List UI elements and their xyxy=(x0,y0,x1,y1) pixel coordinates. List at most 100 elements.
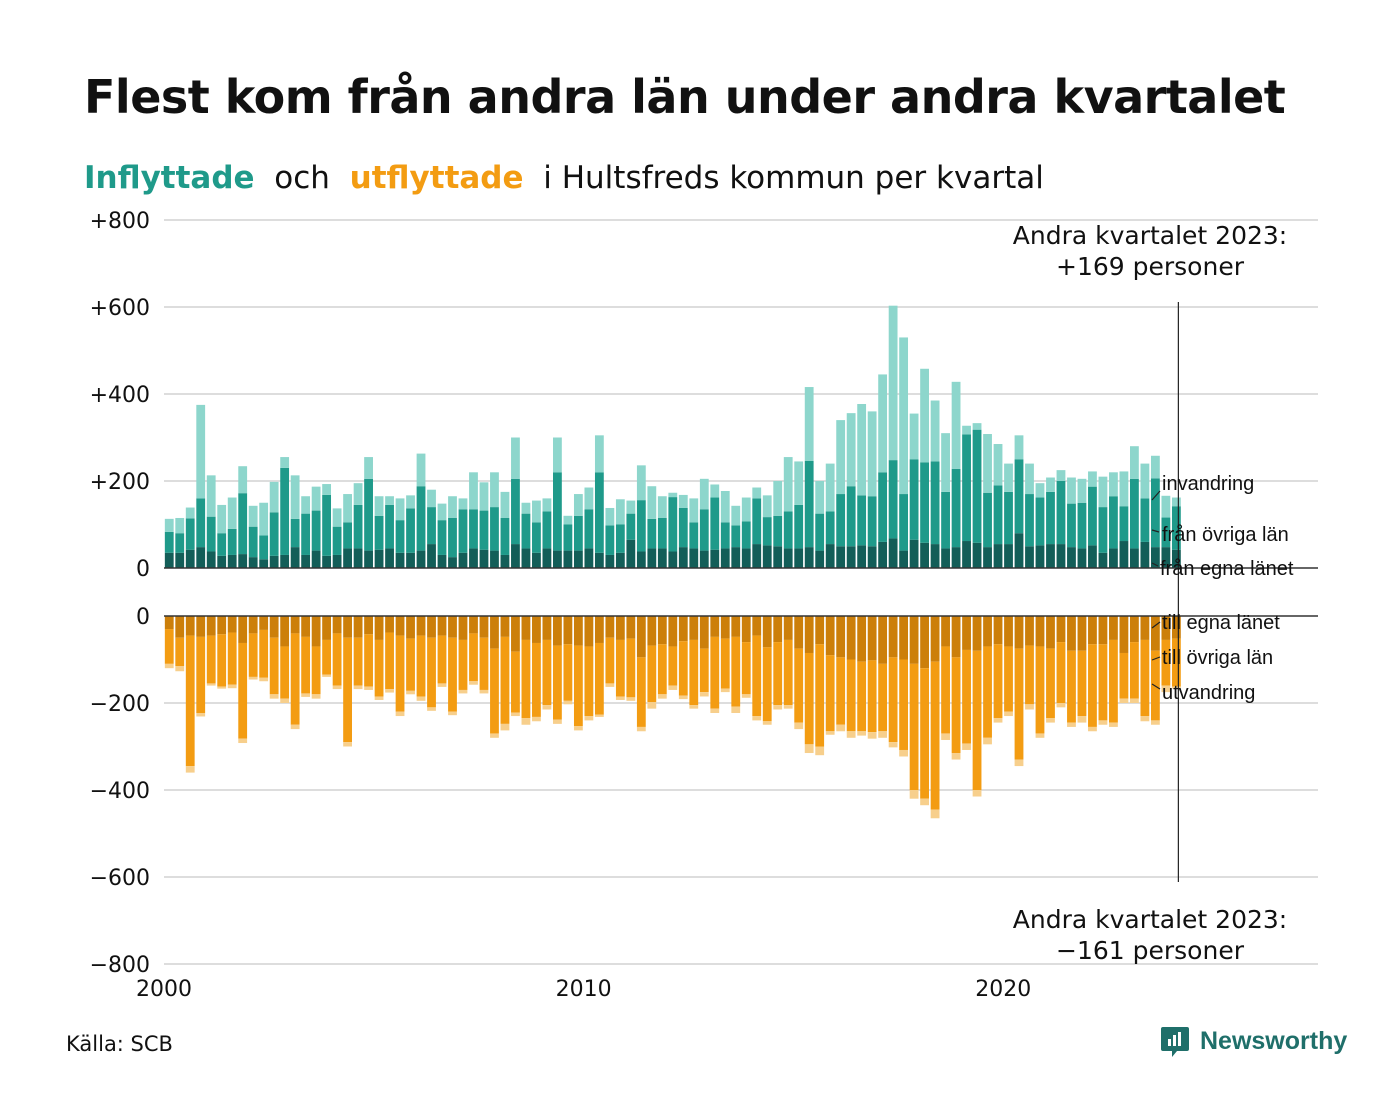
bar-out-utvandring xyxy=(511,712,520,717)
bar-out-egna xyxy=(878,616,888,664)
bar-in-invandring xyxy=(227,497,237,529)
y-tick-label-lower: −400 xyxy=(90,779,150,804)
bar-out-egna xyxy=(846,616,856,660)
bar-out-utvandring xyxy=(406,690,415,695)
bar-in-invandring xyxy=(699,478,709,510)
series-label-leader xyxy=(1151,529,1160,533)
bar-in-invandring xyxy=(626,500,636,514)
bar-in-egna xyxy=(248,557,258,569)
bar-out-egna xyxy=(1025,616,1034,646)
bar-in-invandring xyxy=(594,435,604,473)
bar-out-egna xyxy=(720,616,730,639)
bar-out-utvandring xyxy=(741,694,751,698)
bar-in-invandring xyxy=(983,434,992,493)
bar-out-utvandring xyxy=(899,749,909,757)
bar-in-ovriga xyxy=(857,495,867,546)
bar-out-egna xyxy=(427,616,436,638)
bar-in-ovriga xyxy=(280,467,290,555)
bar-in-invandring xyxy=(920,368,929,463)
bar-in-invandring xyxy=(867,411,877,497)
bar-out-ovriga xyxy=(1171,638,1181,687)
bar-out-ovriga xyxy=(269,637,279,695)
bar-in-egna xyxy=(647,548,657,568)
bar-out-utvandring xyxy=(951,753,961,760)
bar-in-invandring xyxy=(563,515,573,525)
bar-in-egna xyxy=(699,550,709,568)
bar-in-egna xyxy=(867,546,877,568)
bar-out-ovriga xyxy=(941,646,950,734)
bar-in-invandring xyxy=(469,472,478,510)
bar-out-ovriga xyxy=(972,650,982,790)
bar-out-utvandring xyxy=(458,689,468,694)
bar-in-ovriga xyxy=(458,509,468,553)
bar-in-invandring xyxy=(710,484,720,498)
bar-out-utvandring xyxy=(227,684,237,689)
bar-out-ovriga xyxy=(259,629,269,678)
bar-out-egna xyxy=(951,616,961,658)
bar-out-utvandring xyxy=(469,681,478,685)
bar-out-ovriga xyxy=(437,635,447,684)
bar-out-ovriga xyxy=(563,644,573,701)
bar-in-ovriga xyxy=(563,524,573,551)
bar-in-egna xyxy=(217,555,227,568)
bar-out-utvandring xyxy=(374,696,384,700)
bar-out-utvandring xyxy=(752,716,762,721)
bar-out-ovriga xyxy=(752,635,762,717)
bar-in-ovriga xyxy=(175,533,185,553)
bar-in-egna xyxy=(385,548,394,568)
bar-in-egna xyxy=(437,554,447,568)
bar-out-egna xyxy=(290,616,300,634)
bar-in-egna xyxy=(196,547,206,568)
bar-out-egna xyxy=(1130,616,1139,643)
bar-out-utvandring xyxy=(636,726,646,732)
y-tick-label-lower: −600 xyxy=(90,866,150,891)
bar-out-utvandring xyxy=(794,722,804,730)
bar-out-utvandring xyxy=(930,809,940,819)
bar-out-utvandring xyxy=(1004,711,1013,717)
bar-in-ovriga xyxy=(416,486,426,551)
bar-out-ovriga xyxy=(710,636,720,709)
bar-out-egna xyxy=(395,616,405,636)
bar-in-invandring xyxy=(846,413,856,487)
bar-in-invandring xyxy=(248,505,258,527)
bar-out-utvandring xyxy=(437,683,447,687)
bar-in-invandring xyxy=(1014,435,1024,460)
bar-in-ovriga xyxy=(678,507,688,548)
bar-out-ovriga xyxy=(909,663,919,790)
bar-in-invandring xyxy=(290,475,300,519)
bar-out-utvandring xyxy=(920,798,929,806)
bar-in-invandring xyxy=(825,463,835,512)
bar-in-egna xyxy=(1035,545,1045,568)
bar-in-ovriga xyxy=(364,478,373,551)
bar-in-ovriga xyxy=(1035,497,1045,546)
bar-in-ovriga xyxy=(647,518,657,549)
series-label: till övriga län xyxy=(1162,647,1273,669)
bar-in-ovriga xyxy=(259,535,269,560)
bar-out-ovriga xyxy=(1067,650,1076,723)
bar-out-utvandring xyxy=(678,695,688,700)
bar-in-egna xyxy=(280,554,290,568)
bar-out-ovriga xyxy=(343,637,352,743)
bar-in-invandring xyxy=(553,437,562,473)
bar-out-utvandring xyxy=(857,731,867,736)
bar-out-egna xyxy=(1004,616,1013,647)
bar-out-ovriga xyxy=(175,637,185,667)
bar-out-ovriga xyxy=(731,636,741,707)
bar-in-egna xyxy=(710,549,720,568)
bar-out-egna xyxy=(605,616,615,638)
newsworthy-logo-icon xyxy=(1161,1027,1189,1057)
bar-out-egna xyxy=(1119,616,1129,653)
bar-out-ovriga xyxy=(364,634,373,687)
bar-in-invandring xyxy=(857,404,867,496)
bar-in-ovriga xyxy=(427,507,436,545)
bar-out-utvandring xyxy=(416,696,426,701)
bar-in-egna xyxy=(909,539,919,568)
bar-out-egna xyxy=(899,616,909,660)
bar-out-utvandring xyxy=(175,666,185,672)
bar-out-egna xyxy=(269,616,279,638)
bar-out-ovriga xyxy=(332,633,342,686)
bar-in-ovriga xyxy=(1088,486,1097,546)
bar-out-ovriga xyxy=(1140,639,1150,717)
bar-in-egna xyxy=(259,559,269,568)
bar-out-utvandring xyxy=(573,726,583,731)
